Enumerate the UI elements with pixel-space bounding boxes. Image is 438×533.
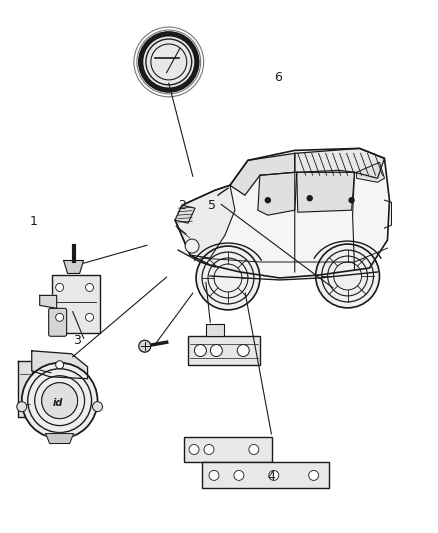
Polygon shape (32, 351, 88, 379)
Circle shape (85, 313, 94, 321)
Polygon shape (46, 433, 74, 443)
Text: 4: 4 (268, 470, 276, 483)
Circle shape (17, 402, 27, 411)
Polygon shape (175, 205, 195, 223)
Polygon shape (295, 148, 385, 178)
Circle shape (189, 445, 199, 455)
Circle shape (316, 244, 379, 308)
Circle shape (349, 198, 354, 203)
Circle shape (309, 471, 318, 480)
Text: 6: 6 (274, 71, 282, 84)
Circle shape (204, 445, 214, 455)
Circle shape (237, 344, 249, 357)
Circle shape (185, 239, 199, 253)
Circle shape (139, 340, 151, 352)
FancyBboxPatch shape (49, 309, 67, 336)
Circle shape (56, 361, 64, 369)
Polygon shape (40, 295, 57, 309)
Text: 1: 1 (29, 215, 37, 228)
Circle shape (210, 344, 223, 357)
Polygon shape (175, 185, 235, 258)
Circle shape (307, 196, 312, 201)
Circle shape (92, 402, 102, 411)
Polygon shape (258, 172, 295, 215)
Circle shape (194, 344, 206, 357)
Polygon shape (175, 148, 389, 278)
FancyBboxPatch shape (52, 276, 99, 333)
FancyBboxPatch shape (188, 336, 260, 366)
Circle shape (234, 471, 244, 480)
Circle shape (209, 471, 219, 480)
FancyBboxPatch shape (184, 437, 272, 463)
Polygon shape (64, 261, 84, 273)
Circle shape (42, 383, 78, 418)
FancyBboxPatch shape (202, 463, 328, 488)
Circle shape (269, 471, 279, 480)
Circle shape (22, 363, 98, 439)
Polygon shape (357, 163, 385, 182)
Circle shape (142, 35, 196, 89)
Polygon shape (230, 154, 295, 195)
FancyBboxPatch shape (206, 324, 224, 336)
Circle shape (56, 313, 64, 321)
Circle shape (85, 284, 94, 292)
Text: id: id (53, 398, 63, 408)
Polygon shape (297, 171, 355, 212)
Polygon shape (18, 361, 32, 417)
Text: 3: 3 (73, 334, 81, 348)
Circle shape (56, 284, 64, 292)
Text: 2: 2 (178, 199, 186, 212)
Text: 5: 5 (208, 199, 216, 212)
Circle shape (196, 246, 260, 310)
Circle shape (249, 445, 259, 455)
Circle shape (265, 198, 270, 203)
